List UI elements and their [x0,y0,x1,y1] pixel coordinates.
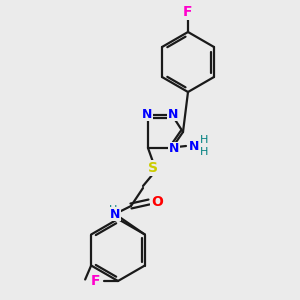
Text: H: H [200,135,208,145]
Text: F: F [91,274,101,288]
Text: N: N [110,208,120,220]
Text: H: H [200,147,208,157]
Text: N: N [168,107,178,121]
Text: N: N [169,142,179,155]
Text: S: S [148,161,158,175]
Text: F: F [183,5,193,19]
Text: N: N [142,107,152,121]
Text: H: H [109,205,117,215]
Text: N: N [189,140,199,152]
Text: O: O [151,195,163,209]
